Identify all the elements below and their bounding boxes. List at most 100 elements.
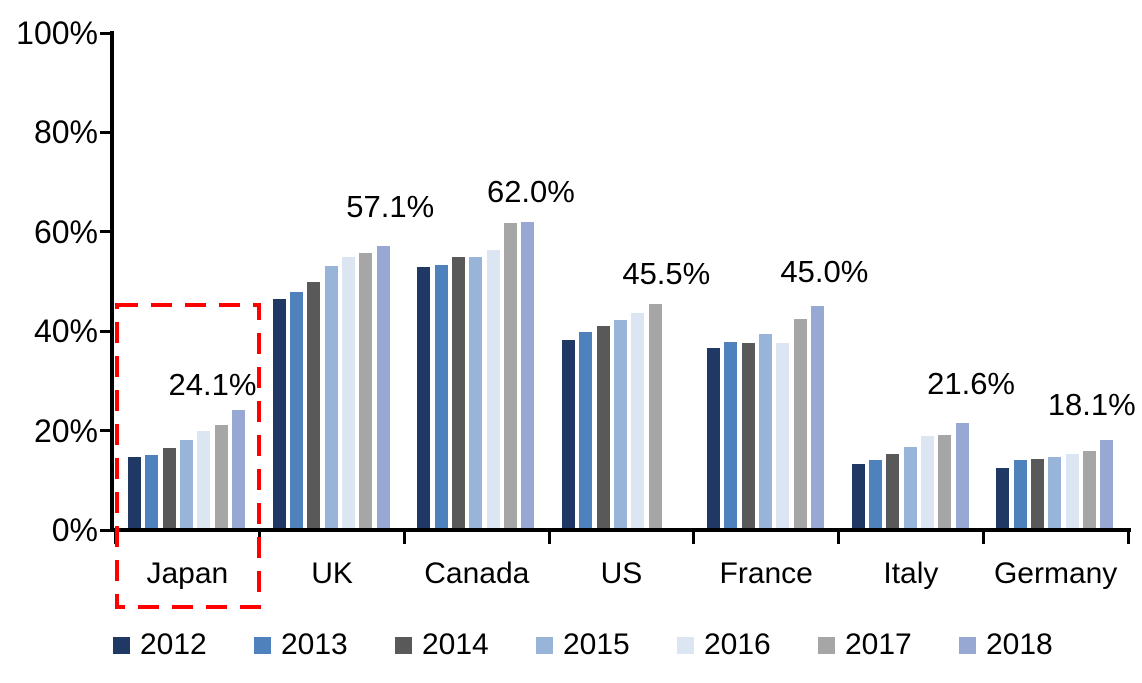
bar-Italy-2017 xyxy=(938,435,952,530)
legend-item-2016: 2016 xyxy=(677,627,818,663)
y-tick-label-60: 60% xyxy=(33,213,98,250)
legend-swatch-2013 xyxy=(254,636,271,654)
x-tick-mark xyxy=(1126,530,1130,544)
bar-US-2014 xyxy=(596,326,610,530)
legend-swatch-2017 xyxy=(818,636,835,654)
bar-France-2016 xyxy=(776,343,790,530)
legend-item-2017: 2017 xyxy=(818,627,959,663)
y-tick-label-20: 20% xyxy=(33,412,98,449)
bar-Canada-2016 xyxy=(486,250,500,530)
bar-Germany-2016 xyxy=(1065,454,1079,530)
bar-Japan-2014 xyxy=(162,447,176,530)
value-label-UK: 57.1% xyxy=(346,189,435,225)
x-tick-mark xyxy=(692,530,696,544)
legend-swatch-2012 xyxy=(113,636,130,654)
bar-UK-2014 xyxy=(307,281,321,530)
bar-Germany-2017 xyxy=(1082,450,1096,530)
bar-France-2018 xyxy=(810,306,824,530)
bar-US-2016 xyxy=(631,313,645,530)
value-label-Germany: 18.1% xyxy=(1047,387,1136,423)
legend-swatch-2015 xyxy=(536,636,553,654)
category-label-UK: UK xyxy=(311,557,353,590)
legend-item-2018: 2018 xyxy=(959,627,1100,663)
x-tick-mark xyxy=(837,530,841,544)
category-label-France: France xyxy=(719,557,813,590)
bar-Japan-2012 xyxy=(128,456,141,530)
bar-UK-2018 xyxy=(376,246,390,530)
value-label-Canada: 62.0% xyxy=(486,173,575,209)
legend-swatch-2016 xyxy=(677,636,694,654)
legend-label-2012: 2012 xyxy=(140,628,207,661)
legend-label-2014: 2014 xyxy=(422,628,489,661)
legend-label-2018: 2018 xyxy=(986,628,1053,661)
bar-Canada-2014 xyxy=(452,256,466,530)
bar-Germany-2013 xyxy=(1013,460,1027,530)
bar-Germany-2018 xyxy=(1100,440,1114,530)
bar-Italy-2018 xyxy=(955,422,969,530)
bar-France-2013 xyxy=(724,342,738,530)
bar-Canada-2015 xyxy=(469,257,483,530)
bar-US-2013 xyxy=(579,331,593,530)
y-tick-mark xyxy=(100,31,112,35)
y-tick-label-100: 100% xyxy=(16,15,98,51)
bar-UK-2016 xyxy=(342,257,356,530)
bar-Canada-2013 xyxy=(434,264,448,530)
bar-Canada-2012 xyxy=(417,266,431,530)
legend-item-2013: 2013 xyxy=(254,627,395,663)
y-tick-label-40: 40% xyxy=(33,313,98,350)
value-label-France: 45.0% xyxy=(780,254,869,290)
bar-Italy-2016 xyxy=(920,436,934,530)
bar-Japan-2016 xyxy=(197,430,211,530)
y-tick-label-0: 0% xyxy=(51,512,98,548)
bar-UK-2017 xyxy=(359,252,373,530)
x-axis-line xyxy=(110,528,1131,532)
bar-Germany-2015 xyxy=(1048,456,1062,530)
category-label-US: US xyxy=(600,557,643,590)
bar-Italy-2015 xyxy=(903,446,917,530)
legend: 2012 2013 2014 2015 2016 2017 2018 xyxy=(113,626,1100,664)
category-label-Canada: Canada xyxy=(424,557,530,590)
bar-Japan-2017 xyxy=(214,425,228,530)
bar-Japan-2018 xyxy=(231,410,245,530)
x-tick-mark xyxy=(981,530,985,544)
y-tick-mark xyxy=(100,528,112,532)
bar-Italy-2012 xyxy=(851,463,865,530)
bar-UK-2015 xyxy=(324,265,338,530)
y-axis-line xyxy=(110,31,114,532)
legend-swatch-2018 xyxy=(959,636,976,654)
bar-UK-2012 xyxy=(272,299,286,530)
bar-Canada-2017 xyxy=(504,223,518,530)
bar-Canada-2018 xyxy=(521,221,535,530)
bar-Italy-2014 xyxy=(886,454,900,530)
bar-Germany-2014 xyxy=(1030,458,1044,530)
legend-item-2015: 2015 xyxy=(536,627,677,663)
bar-US-2017 xyxy=(648,303,662,530)
highlight-dashed-box xyxy=(115,303,261,609)
bar-France-2014 xyxy=(741,342,755,530)
y-tick-mark xyxy=(100,230,112,234)
legend-label-2013: 2013 xyxy=(281,628,348,661)
bar-France-2017 xyxy=(793,319,807,530)
x-tick-mark xyxy=(402,530,406,544)
bar-US-2012 xyxy=(562,340,576,530)
bar-US-2015 xyxy=(614,319,628,530)
bar-Japan-2015 xyxy=(179,440,193,530)
value-label-Japan: 24.1% xyxy=(168,367,257,403)
legend-label-2017: 2017 xyxy=(845,628,912,661)
legend-label-2015: 2015 xyxy=(563,628,630,661)
legend-swatch-2014 xyxy=(395,636,412,654)
value-label-US: 45.5% xyxy=(622,255,711,291)
bar-UK-2013 xyxy=(290,291,304,530)
bar-France-2012 xyxy=(706,348,720,530)
y-tick-mark xyxy=(100,130,112,134)
y-tick-mark xyxy=(100,329,112,333)
x-tick-mark xyxy=(547,530,551,544)
bar-Italy-2013 xyxy=(868,459,882,530)
legend-label-2016: 2016 xyxy=(704,628,771,661)
category-label-Germany: Germany xyxy=(993,557,1118,590)
legend-item-2012: 2012 xyxy=(113,627,254,663)
category-label-Japan: Japan xyxy=(146,557,229,590)
y-tick-mark xyxy=(100,429,112,433)
